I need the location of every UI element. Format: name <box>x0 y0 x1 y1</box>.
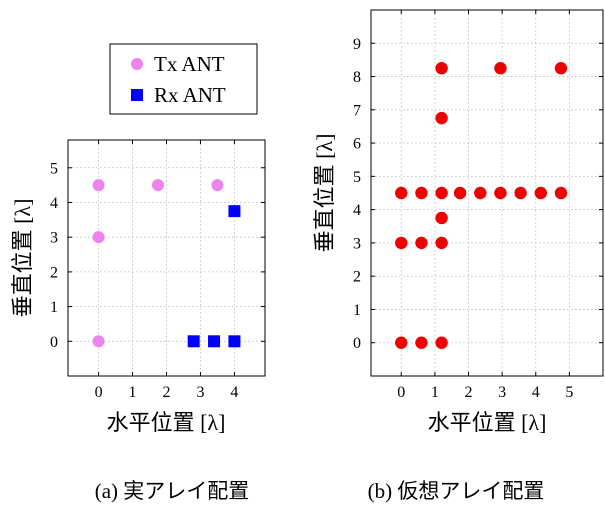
chart-b-x-tick-label: 3 <box>498 384 506 401</box>
chart-b-points <box>395 62 568 349</box>
chart-a-point-tx <box>211 179 224 192</box>
chart-b-x-tick-label: 4 <box>532 384 540 401</box>
chart-b-frame <box>370 9 604 377</box>
legend-tx-label: Tx ANT <box>154 52 225 76</box>
chart-a-point-rx <box>228 335 241 348</box>
chart-b-y-tick-label: 8 <box>353 69 361 86</box>
chart-b-point-virtual <box>534 186 547 200</box>
chart-b-point-virtual <box>435 186 448 200</box>
chart-b-point-virtual <box>435 211 448 225</box>
chart-b-point-virtual <box>494 186 507 200</box>
chart-a-x-tick-label: 4 <box>230 384 238 401</box>
chart-b-point-virtual <box>453 186 467 200</box>
chart-b-point-virtual <box>474 186 487 200</box>
chart-a-y-tick-label: 1 <box>50 299 58 316</box>
chart-a-y-tick-label: 2 <box>50 264 58 281</box>
chart-b-caption: (b) 仮想アレイ配置 <box>368 479 545 503</box>
chart-a-y-tick-labels: 0 1 2 3 4 5 <box>50 160 58 351</box>
chart-real-array: 0 1 2 3 4 0 1 2 3 4 5 水平位置 [λ] 垂直位置 [λ] (a) 実アレイ配… <box>10 139 266 503</box>
chart-b-point-virtual <box>435 111 448 125</box>
chart-b-ticks <box>371 10 603 376</box>
chart-b-point-virtual <box>415 336 428 349</box>
chart-a-point-rx <box>228 205 241 218</box>
legend-rx-marker <box>131 89 143 101</box>
chart-b-point-virtual <box>435 62 448 75</box>
chart-b-x-axis-label: 水平位置 [λ] <box>428 410 547 435</box>
chart-b-y-tick-label: 4 <box>353 202 361 219</box>
chart-b-y-axis-label: 垂直位置 [λ] <box>312 134 337 253</box>
legend-tx-marker <box>131 58 143 70</box>
chart-b-point-virtual <box>554 186 568 200</box>
chart-b-y-tick-label: 1 <box>353 302 361 319</box>
legend: Tx ANT Rx ANT <box>109 43 258 115</box>
chart-a-point-tx <box>92 335 105 348</box>
chart-a-x-axis-label: 水平位置 [λ] <box>107 410 226 435</box>
chart-a-caption: (a) 実アレイ配置 <box>95 479 250 503</box>
chart-a-y-tick-label: 5 <box>50 160 58 177</box>
chart-b-x-tick-label: 0 <box>397 384 405 401</box>
chart-a-point-rx <box>208 335 221 348</box>
chart-a-point-tx <box>92 179 105 192</box>
chart-b-y-tick-label: 5 <box>353 169 361 186</box>
chart-b-y-tick-label: 0 <box>353 335 361 352</box>
chart-a-x-tick-label: 2 <box>163 384 171 401</box>
chart-a-x-tick-label: 1 <box>129 384 137 401</box>
chart-a-x-tick-label: 3 <box>196 384 204 401</box>
chart-b-point-virtual <box>415 186 428 200</box>
chart-b-point-virtual <box>435 236 448 250</box>
chart-b-y-tick-labels: 0 1 2 3 4 5 6 7 8 9 <box>353 36 361 352</box>
chart-b-point-virtual <box>415 236 428 250</box>
chart-b-point-virtual <box>395 236 408 250</box>
chart-a-points <box>92 179 241 348</box>
chart-b-x-tick-labels: 0 1 2 3 4 5 <box>397 384 573 401</box>
chart-a-y-tick-label: 4 <box>50 195 58 212</box>
chart-a-point-tx <box>92 231 105 244</box>
chart-a-x-tick-label: 0 <box>95 384 103 401</box>
chart-a-y-axis-label: 垂直位置 [λ] <box>10 199 35 318</box>
chart-b-x-tick-label: 5 <box>565 384 573 401</box>
chart-a-point-rx <box>187 335 200 348</box>
chart-b-point-virtual <box>395 186 408 200</box>
chart-b-y-tick-label: 6 <box>353 136 361 153</box>
chart-b-point-virtual <box>395 336 408 349</box>
chart-a-y-tick-label: 0 <box>50 334 58 351</box>
chart-b-y-tick-label: 2 <box>353 269 361 286</box>
chart-b-y-tick-label: 9 <box>353 36 361 53</box>
chart-b-point-virtual <box>554 62 568 75</box>
legend-rx-label: Rx ANT <box>154 83 226 107</box>
chart-a-y-tick-label: 3 <box>50 230 58 247</box>
chart-a-point-tx <box>152 179 165 192</box>
chart-b-point-virtual <box>514 186 527 200</box>
chart-b-x-tick-label: 1 <box>431 384 439 401</box>
chart-virtual-array: 0 1 2 3 4 5 0 1 2 3 4 5 6 7 8 9 水平位置 [λ] 垂直位置 [λ] (b) … <box>312 9 604 503</box>
chart-b-point-virtual <box>435 336 448 349</box>
chart-b-y-tick-label: 3 <box>353 235 361 252</box>
chart-b-y-tick-label: 7 <box>353 102 361 119</box>
legend-box <box>109 43 258 115</box>
chart-b-point-virtual <box>494 62 507 75</box>
chart-a-ticks <box>68 140 265 376</box>
chart-a-x-tick-labels: 0 1 2 3 4 <box>95 384 239 401</box>
chart-b-x-tick-label: 2 <box>465 384 473 401</box>
